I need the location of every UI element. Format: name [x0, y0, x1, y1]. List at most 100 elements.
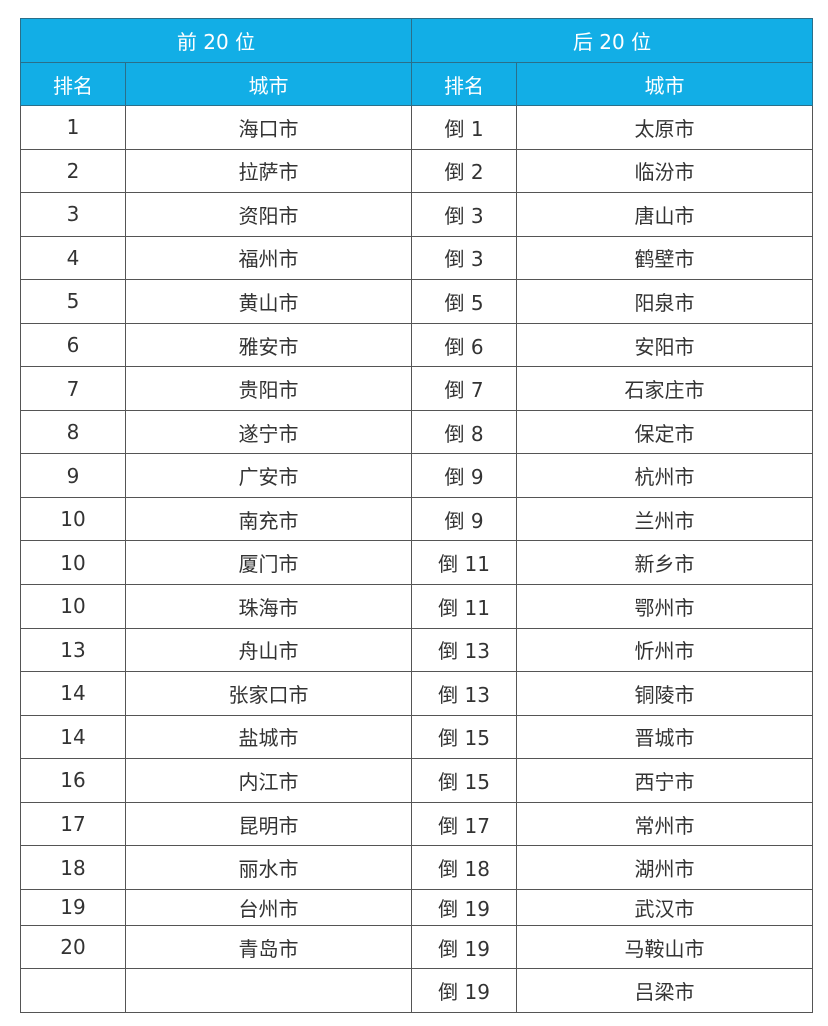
- city-ranking-table: 前 20 位 后 20 位 排名 城市 排名 城市 1 海口市倒 1 太原市 2 拉萨市…: [19, 18, 814, 1013]
- top-rank-cell: 10: [20, 540, 126, 586]
- bottom-city-cell: 太原市: [516, 105, 814, 150]
- bottom-rank-cell: 倒 7: [411, 366, 518, 411]
- top-city-cell: 遂宁市: [124, 409, 413, 455]
- top-rank-cell: 14: [20, 714, 126, 760]
- city-header: 城市: [124, 62, 413, 106]
- bottom-rank-cell: 倒 3: [411, 235, 518, 281]
- bottom-city-cell: 西宁市: [516, 758, 814, 803]
- top-city-cell: 贵阳市: [124, 366, 413, 411]
- table-row: 10 厦门市倒 11 新乡市: [20, 540, 814, 586]
- top-rank-cell: 14: [20, 671, 126, 716]
- top-rank-cell: 3: [20, 192, 126, 237]
- bottom-city-cell: 马鞍山市: [516, 924, 814, 970]
- table-row: 14 盐城市倒 15 晋城市: [20, 714, 814, 760]
- top-rank-cell: 4: [20, 235, 126, 281]
- table-row: 5 黄山市倒 5 阳泉市: [20, 279, 814, 324]
- table-row: 13 舟山市倒 13 忻州市: [20, 627, 814, 673]
- table-row: 倒 19 吕梁市: [20, 968, 814, 1013]
- bottom-rank-cell: 倒 15: [411, 758, 518, 803]
- top-city-cell: 盐城市: [124, 714, 413, 760]
- top-city-cell: 青岛市: [124, 924, 413, 970]
- bottom-city-cell: 武汉市: [516, 888, 814, 926]
- bottom-rank-cell: 倒 8: [411, 409, 518, 455]
- top-city-cell: 南充市: [124, 496, 413, 542]
- bottom-rank-cell: 倒 11: [411, 584, 518, 629]
- table-row: 17 昆明市倒 17 常州市: [20, 801, 814, 847]
- top-rank-cell: 20: [20, 924, 126, 970]
- table-row: 20 青岛市倒 19 马鞍山市: [20, 924, 814, 970]
- bottom-rank-cell: 倒 11: [411, 540, 518, 586]
- table-row: 14 张家口市倒 13 铜陵市: [20, 671, 814, 716]
- bottom-rank-cell: 倒 17: [411, 801, 518, 847]
- top-rank-cell: [20, 968, 126, 1013]
- table-row: 3 资阳市倒 3 唐山市: [20, 192, 814, 237]
- top-rank-cell: 18: [20, 845, 126, 890]
- top-city-cell: 拉萨市: [124, 148, 413, 194]
- table-row: 10 南充市倒 9 兰州市: [20, 496, 814, 542]
- top-rank-cell: 7: [20, 366, 126, 411]
- table-row: 4 福州市倒 3 鹤壁市: [20, 235, 814, 281]
- bottom-rank-cell: 倒 5: [411, 279, 518, 324]
- bottom-city-cell: 常州市: [516, 801, 814, 847]
- rank-header: 排名: [20, 62, 126, 106]
- bottom-city-cell: 铜陵市: [516, 671, 814, 716]
- bottom-city-cell: 临汾市: [516, 148, 814, 194]
- top-city-cell: 黄山市: [124, 279, 413, 324]
- bottom-city-cell: 湖州市: [516, 845, 814, 890]
- top-city-cell: 台州市: [124, 888, 413, 926]
- top-rank-cell: 1: [20, 105, 126, 150]
- top-20-header: 前 20 位: [19, 18, 413, 63]
- top-rank-cell: 10: [20, 584, 126, 629]
- bottom-city-cell: 鄂州市: [516, 584, 814, 629]
- bottom-city-cell: 杭州市: [516, 453, 814, 498]
- table-row: 10 珠海市倒 11 鄂州市: [20, 584, 814, 629]
- table-row: 7 贵阳市倒 7 石家庄市: [20, 366, 814, 411]
- bottom-city-cell: 新乡市: [516, 540, 814, 586]
- bottom-city-cell: 唐山市: [516, 192, 814, 237]
- bottom-rank-cell: 倒 19: [411, 924, 518, 970]
- bottom-city-cell: 吕梁市: [516, 968, 814, 1013]
- bottom-city-cell: 鹤壁市: [516, 235, 814, 281]
- bottom-rank-cell: 倒 13: [411, 627, 518, 673]
- top-rank-cell: 2: [20, 148, 126, 194]
- table-row: 1 海口市倒 1 太原市: [20, 105, 814, 150]
- top-rank-cell: 8: [20, 409, 126, 455]
- top-rank-cell: 10: [20, 496, 126, 542]
- top-rank-cell: 19: [20, 888, 126, 926]
- top-city-cell: 丽水市: [124, 845, 413, 890]
- top-city-cell: 雅安市: [124, 322, 413, 368]
- table-row: 9 广安市倒 9 杭州市: [20, 453, 814, 498]
- top-rank-cell: 13: [20, 627, 126, 673]
- top-rank-cell: 16: [20, 758, 126, 803]
- bottom-rank-cell: 倒 19: [411, 968, 518, 1013]
- top-city-cell: 张家口市: [124, 671, 413, 716]
- table-row: 16 内江市倒 15 西宁市: [20, 758, 814, 803]
- top-city-cell: 厦门市: [124, 540, 413, 586]
- table-row: 19 台州市倒 19 武汉市: [20, 888, 814, 926]
- top-city-cell: 福州市: [124, 235, 413, 281]
- top-city-cell: 资阳市: [124, 192, 413, 237]
- table-row: 18 丽水市倒 18 湖州市: [20, 845, 814, 890]
- bottom-city-cell: 保定市: [516, 409, 814, 455]
- bottom-rank-cell: 倒 9: [411, 496, 518, 542]
- table-row: 2 拉萨市倒 2 临汾市: [20, 148, 814, 194]
- bottom-rank-cell: 倒 6: [411, 322, 518, 368]
- bottom-city-cell: 阳泉市: [516, 279, 814, 324]
- bottom-rank-cell: 倒 9: [411, 453, 518, 498]
- bottom-city-cell: 晋城市: [516, 714, 814, 760]
- top-rank-cell: 5: [20, 279, 126, 324]
- top-city-cell: 舟山市: [124, 627, 413, 673]
- bottom-rank-cell: 倒 13: [411, 671, 518, 716]
- table-row: 6 雅安市倒 6 安阳市: [20, 322, 814, 368]
- top-rank-cell: 6: [20, 322, 126, 368]
- top-rank-cell: 9: [20, 453, 126, 498]
- bottom-rank-cell: 倒 1: [411, 105, 518, 150]
- bottom-city-cell: 安阳市: [516, 322, 814, 368]
- city-header: 城市: [516, 62, 814, 106]
- bottom-rank-cell: 倒 3: [411, 192, 518, 237]
- top-rank-cell: 17: [20, 801, 126, 847]
- top-city-cell: 广安市: [124, 453, 413, 498]
- bottom-city-cell: 兰州市: [516, 496, 814, 542]
- bottom-rank-cell: 倒 15: [411, 714, 518, 760]
- bottom-rank-cell: 倒 2: [411, 148, 518, 194]
